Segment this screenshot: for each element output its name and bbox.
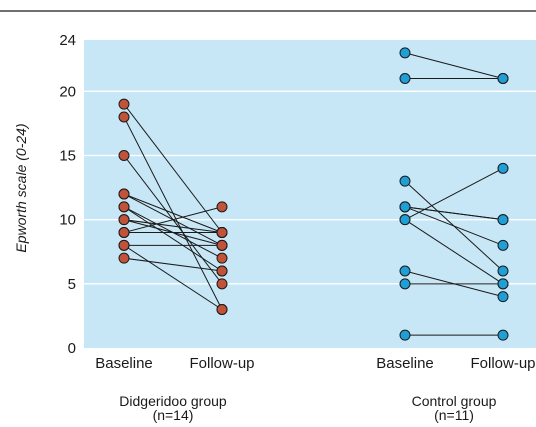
pair-line	[404, 206, 504, 221]
follow-up-point	[216, 239, 228, 251]
group-n-label: (n=14)	[153, 407, 194, 423]
y-tick-label: 20	[59, 83, 76, 100]
follow-up-point	[497, 162, 509, 174]
group-label: Control group	[412, 393, 497, 409]
x-tick-label: Baseline	[95, 355, 153, 372]
y-tick-label: 0	[68, 340, 76, 357]
baseline-point	[118, 227, 130, 238]
baseline-point	[399, 201, 411, 213]
baseline-point	[118, 111, 130, 123]
baseline-point	[118, 201, 130, 213]
follow-up-point	[497, 329, 509, 341]
baseline-point	[399, 73, 411, 84]
y-tick-label: 5	[68, 276, 76, 293]
pair-line	[123, 219, 223, 233]
follow-up-point	[497, 239, 509, 251]
baseline-point	[399, 265, 411, 277]
y-tick-label: 15	[59, 148, 76, 165]
follow-up-point	[216, 252, 228, 264]
pair-line	[404, 52, 504, 79]
pair-line	[404, 219, 504, 285]
follow-up-point	[497, 214, 509, 226]
y-tick-label: 10	[59, 212, 76, 229]
baseline-point	[399, 278, 411, 290]
y-axis-title: Epworth scale (0-24)	[13, 123, 29, 252]
baseline-point	[118, 98, 130, 110]
group-label: Didgeridoo group	[119, 393, 227, 409]
x-tick-label: Follow-up	[470, 355, 535, 372]
y-tick-label: 24	[59, 32, 76, 49]
baseline-point	[118, 214, 130, 226]
pair-line	[123, 206, 223, 233]
baseline-point	[118, 150, 130, 161]
pair-line	[123, 244, 223, 310]
follow-up-point	[497, 278, 509, 290]
x-tick-label: Baseline	[376, 355, 434, 372]
group-n-label: (n=11)	[434, 407, 474, 423]
baseline-point	[118, 252, 130, 264]
x-tick-label: Follow-up	[189, 355, 254, 372]
follow-up-point	[216, 278, 228, 290]
baseline-point	[118, 188, 130, 200]
follow-up-point	[497, 73, 509, 84]
pair-line	[404, 206, 504, 246]
pair-line	[123, 206, 223, 272]
follow-up-point	[497, 265, 509, 277]
baseline-point	[118, 239, 130, 251]
baseline-point	[399, 214, 411, 226]
follow-up-point	[216, 265, 228, 277]
plot-background	[84, 40, 536, 348]
pair-line	[404, 167, 504, 221]
pair-line	[123, 257, 223, 272]
follow-up-point	[216, 227, 228, 238]
follow-up-point	[216, 304, 228, 315]
follow-up-point	[497, 291, 509, 303]
baseline-point	[399, 329, 411, 341]
baseline-point	[399, 47, 411, 59]
baseline-point	[399, 175, 411, 187]
follow-up-point	[216, 201, 228, 213]
pair-line	[123, 193, 223, 233]
